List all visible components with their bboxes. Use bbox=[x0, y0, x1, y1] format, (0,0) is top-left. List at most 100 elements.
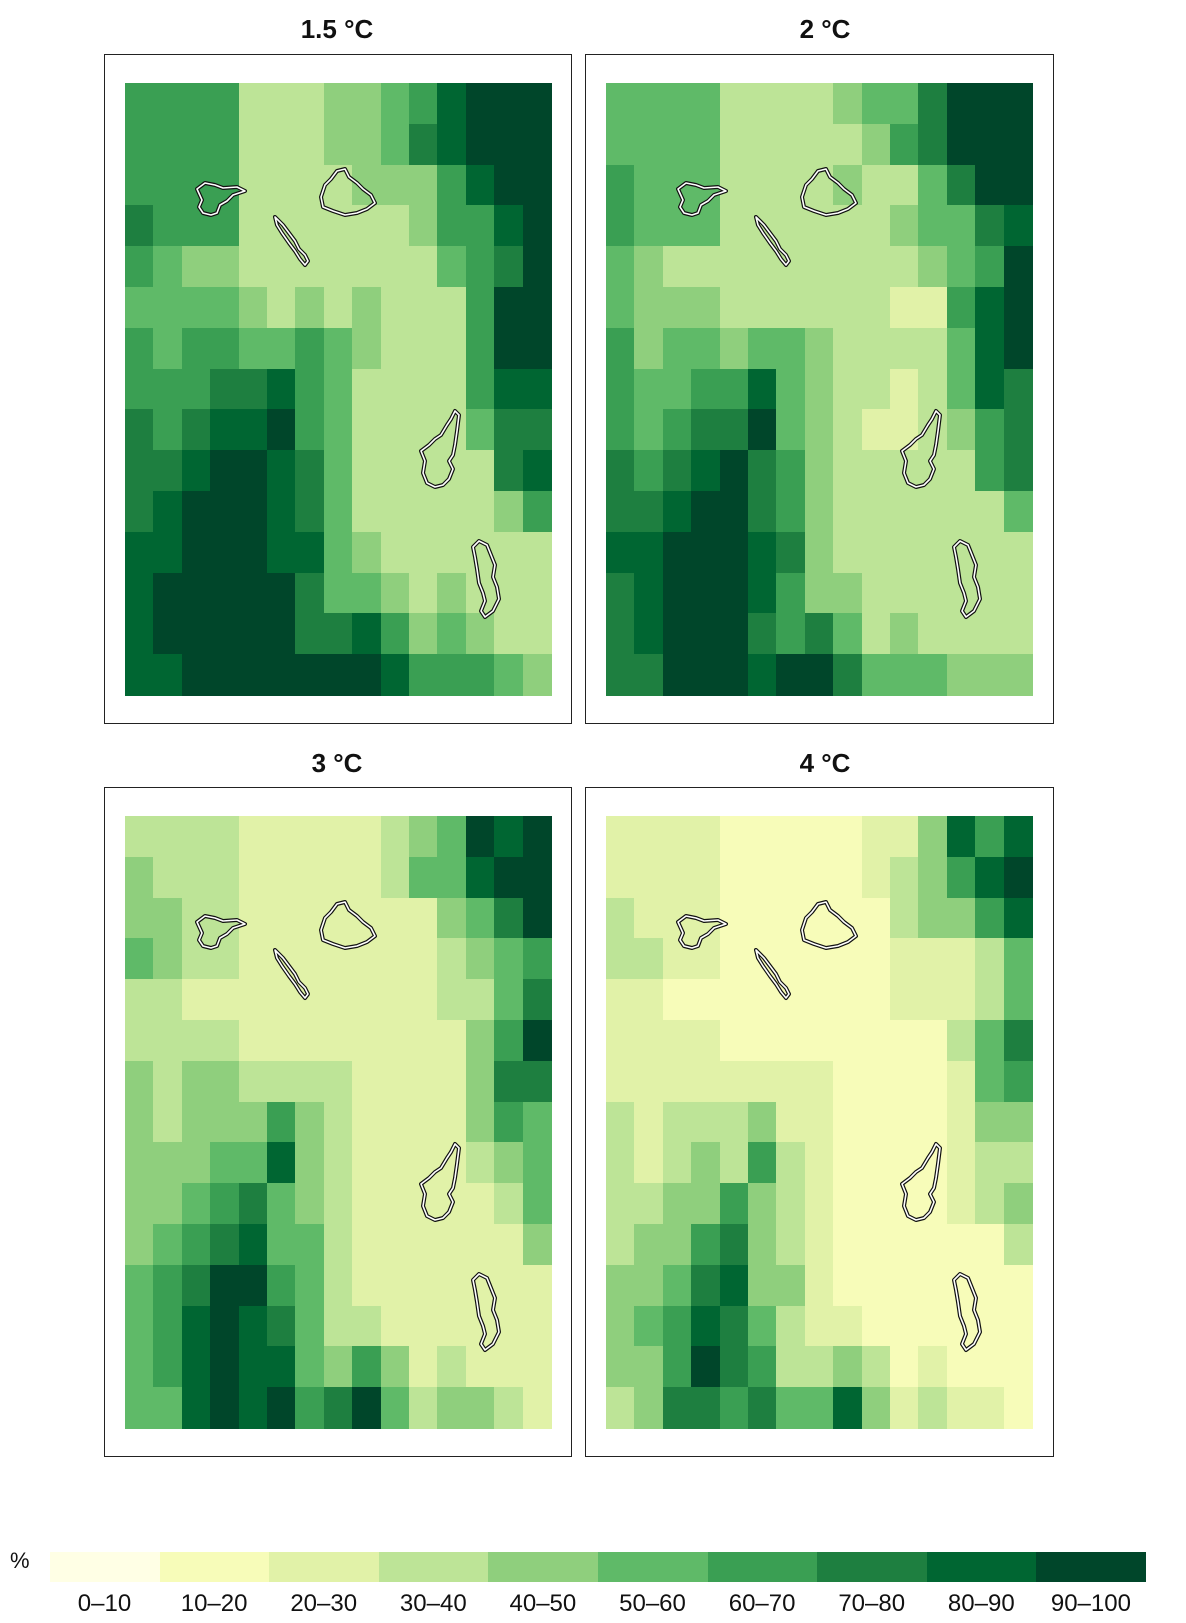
grid-cell bbox=[295, 409, 325, 451]
grid-cell bbox=[918, 327, 948, 370]
grid-cell bbox=[210, 816, 240, 858]
grid-cell bbox=[267, 83, 296, 125]
grid-cell bbox=[634, 205, 664, 247]
grid-cell bbox=[522, 1060, 552, 1103]
grid-cell bbox=[918, 491, 948, 533]
grid-cell bbox=[776, 1020, 806, 1062]
grid-cell bbox=[465, 164, 495, 206]
grid-cell bbox=[804, 83, 834, 125]
region-outline bbox=[754, 948, 791, 1000]
grid-cell bbox=[634, 531, 664, 574]
grid-cell bbox=[719, 1060, 749, 1103]
grid-cell bbox=[748, 816, 777, 858]
grid-cell bbox=[522, 491, 552, 533]
grid-cell bbox=[352, 368, 382, 410]
grid-cell bbox=[776, 450, 806, 492]
map-panel-4 bbox=[585, 787, 1054, 1457]
grid-cell bbox=[323, 654, 353, 696]
grid-cell bbox=[918, 1060, 948, 1103]
grid-cell bbox=[776, 1346, 806, 1388]
grid-cell bbox=[409, 654, 438, 696]
grid-cell bbox=[437, 205, 467, 247]
grid-cell bbox=[522, 1264, 552, 1307]
grid-cell bbox=[890, 897, 919, 939]
grid-cell bbox=[861, 1142, 891, 1184]
grid-cell bbox=[691, 287, 721, 329]
grid-cell bbox=[861, 1060, 891, 1103]
grid-cell bbox=[409, 613, 438, 655]
grid-cell bbox=[804, 409, 834, 451]
grid-cell bbox=[153, 1264, 183, 1307]
grid-cell bbox=[352, 83, 382, 125]
grid-cell bbox=[861, 491, 891, 533]
grid-cell bbox=[946, 246, 976, 288]
legend-label: 40–50 bbox=[509, 1590, 577, 1617]
grid-cell bbox=[606, 1305, 635, 1347]
grid-cell bbox=[238, 164, 268, 206]
grid-cell bbox=[409, 409, 438, 451]
grid-cell bbox=[748, 327, 777, 370]
grid-cell bbox=[465, 409, 495, 451]
grid-cell bbox=[634, 1101, 664, 1143]
grid-cell bbox=[210, 1142, 240, 1184]
grid-cell bbox=[691, 83, 721, 125]
grid-cell bbox=[352, 491, 382, 533]
grid-cell bbox=[662, 856, 692, 899]
grid-cell bbox=[748, 1183, 777, 1225]
map-panel-1 bbox=[104, 54, 572, 724]
grid-cell bbox=[465, 327, 495, 370]
grid-cell bbox=[238, 613, 268, 655]
grid-cell bbox=[606, 164, 635, 206]
grid-cell bbox=[153, 1224, 183, 1266]
grid-cell bbox=[522, 1346, 552, 1388]
grid-cell bbox=[437, 327, 467, 370]
grid-cell bbox=[634, 246, 664, 288]
grid-cell bbox=[465, 1387, 495, 1429]
grid-cell bbox=[890, 1142, 919, 1184]
grid-cell bbox=[691, 1346, 721, 1388]
grid-cell bbox=[210, 409, 240, 451]
grid-cell bbox=[465, 491, 495, 533]
grid-cell bbox=[409, 368, 438, 410]
grid-cell bbox=[181, 897, 211, 939]
grid-cell bbox=[238, 1020, 268, 1062]
grid-cell bbox=[380, 1101, 410, 1143]
grid-cell bbox=[409, 1346, 438, 1388]
grid-cell bbox=[409, 1305, 438, 1347]
grid-cell bbox=[861, 897, 891, 939]
grid-cell bbox=[125, 246, 154, 288]
grid-cell bbox=[606, 1020, 635, 1062]
grid-cell bbox=[719, 979, 749, 1021]
legend-unit: % bbox=[10, 1548, 30, 1573]
grid-cell bbox=[1003, 531, 1033, 574]
grid-cell bbox=[1003, 491, 1033, 533]
grid-cell bbox=[181, 1183, 211, 1225]
grid-cell bbox=[606, 897, 635, 939]
grid-cell bbox=[1003, 164, 1033, 206]
grid-cell bbox=[861, 1101, 891, 1143]
grid-cell bbox=[465, 246, 495, 288]
grid-cell bbox=[380, 1142, 410, 1184]
grid-cell bbox=[719, 83, 749, 125]
grid-cell bbox=[662, 613, 692, 655]
grid-cell bbox=[295, 1101, 325, 1143]
grid-cell bbox=[975, 1101, 1005, 1143]
grid-cell bbox=[975, 164, 1005, 206]
grid-cell bbox=[238, 205, 268, 247]
grid-cell bbox=[946, 654, 976, 696]
legend-swatch bbox=[817, 1552, 928, 1582]
grid-cell bbox=[352, 409, 382, 451]
grid-cell bbox=[662, 83, 692, 125]
grid-cell bbox=[748, 246, 777, 288]
grid-cell bbox=[522, 246, 552, 288]
grid-cell bbox=[691, 816, 721, 858]
region-outline-inner bbox=[320, 901, 376, 949]
grid-cell bbox=[210, 979, 240, 1021]
grid-cell bbox=[352, 613, 382, 655]
grid-cell bbox=[719, 205, 749, 247]
grid-cell bbox=[776, 979, 806, 1021]
grid-cell bbox=[267, 287, 296, 329]
region-outline-inner bbox=[472, 540, 500, 618]
grid-cell bbox=[380, 246, 410, 288]
grid-cell bbox=[861, 856, 891, 899]
